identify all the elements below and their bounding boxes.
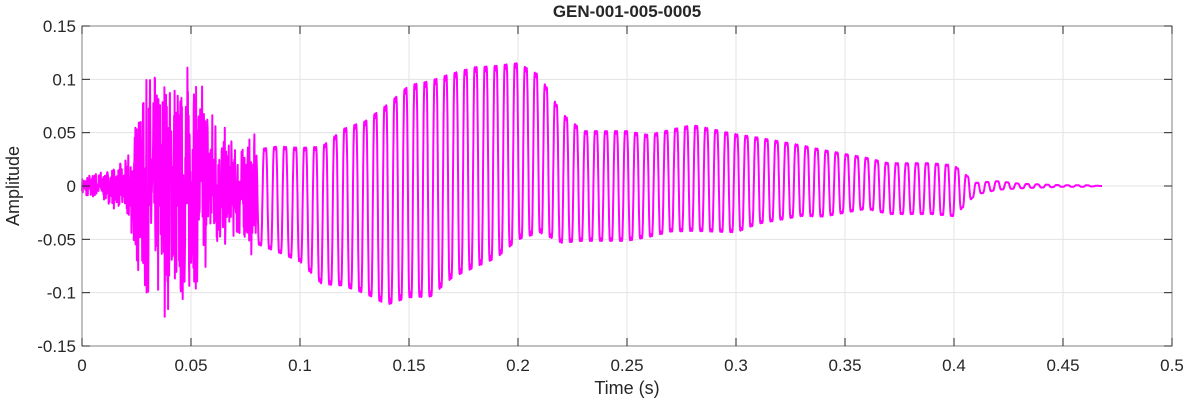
y-axis-label: Amplitude xyxy=(3,146,23,226)
y-tick-label: -0.15 xyxy=(37,337,76,356)
y-tick-label: 0.1 xyxy=(52,70,76,89)
y-tick-label: 0 xyxy=(67,177,76,196)
x-tick-label: 0.3 xyxy=(724,356,748,375)
x-tick-label: 0.25 xyxy=(610,356,643,375)
x-tick-label: 0.45 xyxy=(1046,356,1079,375)
chart-title: GEN-001-005-0005 xyxy=(553,2,701,21)
y-tick-label: -0.05 xyxy=(37,230,76,249)
y-tick-label: 0.15 xyxy=(43,17,76,36)
x-tick-label: 0.15 xyxy=(392,356,425,375)
y-tick-label: -0.1 xyxy=(47,284,76,303)
x-tick-label: 0 xyxy=(77,356,86,375)
x-tick-label: 0.35 xyxy=(828,356,861,375)
x-tick-label: 0.2 xyxy=(506,356,530,375)
x-axis-label: Time (s) xyxy=(594,378,659,398)
x-tick-label: 0.4 xyxy=(942,356,966,375)
waveform-line xyxy=(81,62,1103,318)
y-tick-label: 0.05 xyxy=(43,124,76,143)
x-tick-label: 0.1 xyxy=(288,356,312,375)
x-tick-label: 0.5 xyxy=(1160,356,1184,375)
x-tick-label: 0.05 xyxy=(174,356,207,375)
ticks: 0 0.05 0.1 0.15 0.2 0.25 0.3 0.35 0.4 0.45 0.5 -0.1… xyxy=(37,17,1184,375)
